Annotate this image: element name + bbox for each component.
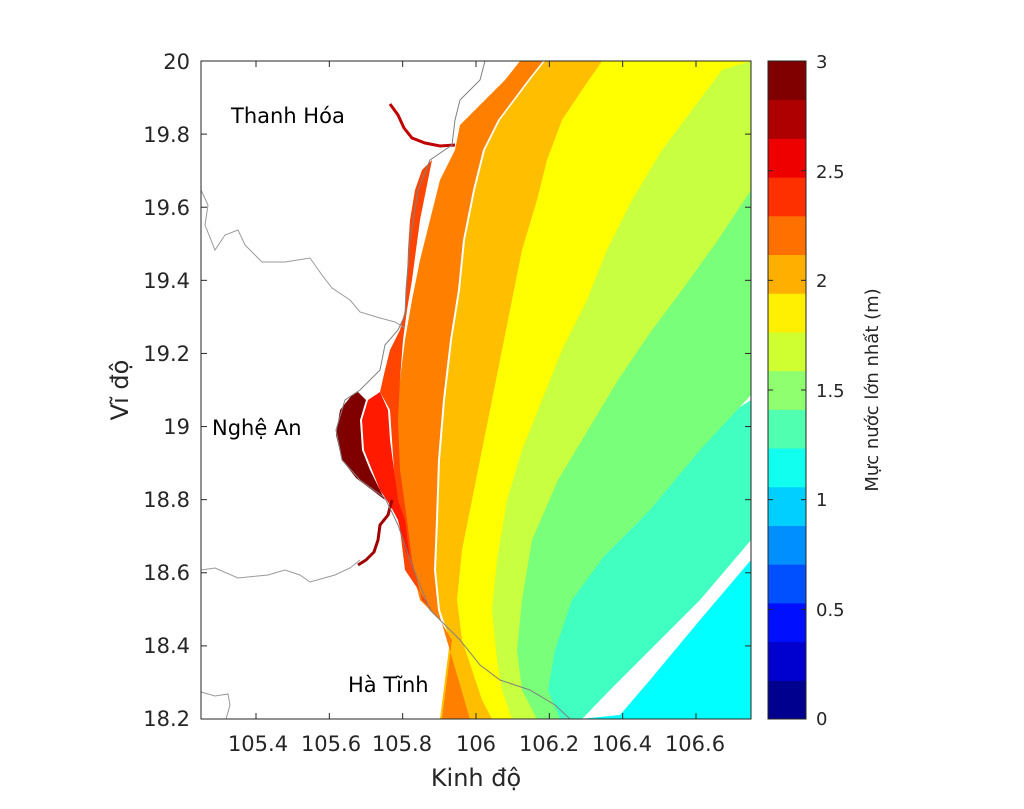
x-tick-label: 106.4 — [592, 732, 652, 756]
y-tick-label: 19.6 — [143, 196, 190, 220]
band-2.2-2.4 — [380, 160, 432, 610]
colorbar-band — [768, 641, 806, 681]
colorbar-tick-label: 3 — [816, 52, 827, 73]
y-tick-label: 19.8 — [143, 123, 190, 147]
boundary-thanh-hoa-nghe-an — [201, 189, 406, 329]
place-label-thanh-hoa: Thanh Hóa — [230, 104, 345, 128]
colorbar-band — [768, 680, 806, 720]
y-axis-title: Vĩ độ — [106, 360, 134, 421]
colorbar-tick-marks — [768, 60, 806, 720]
band-1.0-1.2 — [545, 400, 751, 719]
y-tick-label: 19.4 — [143, 269, 190, 293]
place-labels: Thanh Hóa Nghệ An Hà Tĩnh — [212, 104, 429, 697]
y-tick-label: 19 — [163, 415, 190, 439]
x-axis-title: Kinh độ — [431, 764, 521, 792]
colorbar-tick-label: 1 — [816, 490, 827, 511]
x-tick-marks — [255, 61, 697, 719]
band-1.2-1.4 — [515, 190, 751, 719]
colorbar-band — [768, 486, 806, 526]
x-tick-label: 105.8 — [372, 732, 432, 756]
colorbar-title: Mực nước lớn nhất (m) — [862, 288, 883, 491]
boundary-nghe-an-ha-tinh — [201, 559, 361, 583]
y-tick-label: 19.2 — [143, 342, 190, 366]
colorbar-band — [768, 99, 806, 139]
place-label-nghe-an: Nghệ An — [212, 416, 302, 440]
colorbar-band — [768, 448, 806, 488]
colorbar-band — [768, 370, 806, 410]
x-tick-label: 105.4 — [228, 732, 288, 756]
band-2.0-2.2 — [396, 61, 543, 719]
y-tick-label: 18.6 — [143, 561, 190, 585]
colorbar-tick-label: 0.5 — [816, 600, 845, 621]
colorbar-tick-label: 2 — [816, 271, 827, 292]
colorbar-band — [768, 138, 806, 178]
colorbar-tick-label: 0 — [816, 709, 827, 730]
y-tick-label: 18.2 — [143, 707, 190, 731]
x-tick-label: 106 — [456, 732, 496, 756]
band-2.6-3.0 — [336, 392, 385, 500]
water-level-field — [201, 61, 751, 719]
coastline — [335, 61, 571, 719]
band-1.4-1.6 — [490, 61, 751, 719]
boundary-south — [201, 691, 231, 719]
place-label-ha-tinh: Hà Tĩnh — [348, 673, 429, 697]
colorbar-tick-label: 1.5 — [816, 381, 845, 402]
colorbar-band — [768, 215, 806, 256]
colorbar-band — [768, 409, 806, 449]
x-tick-label: 105.6 — [301, 732, 361, 756]
colorbar-band — [768, 293, 806, 333]
colorbar: 0 0.5 1 1.5 2 2.5 3 Mực nước lớn nhất (m… — [767, 52, 883, 730]
colorbar-band — [768, 525, 806, 565]
colorbar-band — [768, 564, 806, 604]
river-ma — [388, 103, 456, 148]
band-0.8-1.0 — [580, 560, 751, 719]
y-tick-label: 20 — [163, 50, 190, 74]
plot-area — [200, 60, 752, 720]
colorbar-band — [768, 331, 806, 372]
x-tick-label: 106.2 — [519, 732, 579, 756]
band-2.4-2.6 — [362, 392, 410, 560]
colorbar-band — [768, 177, 806, 217]
x-tick-label: 106.6 — [665, 732, 725, 756]
y-tick-label: 18.8 — [143, 488, 190, 512]
y-tick-labels: 18.2 18.4 18.6 18.8 19 19.2 19.4 19.6 19… — [143, 50, 190, 731]
colorbar-band — [768, 61, 806, 101]
colorbar-band — [768, 254, 806, 294]
y-tick-label: 18.4 — [143, 634, 190, 658]
colorbar-tick-label: 2.5 — [816, 162, 845, 183]
colorbar-band — [768, 602, 806, 643]
x-tick-labels: 105.4 105.6 105.8 106 106.2 106.4 106.6 — [228, 732, 725, 756]
colorbar-bands — [768, 61, 806, 720]
band-1.8-2.0 — [436, 61, 602, 719]
y-tick-marks — [201, 60, 751, 720]
river-ca — [357, 499, 394, 567]
